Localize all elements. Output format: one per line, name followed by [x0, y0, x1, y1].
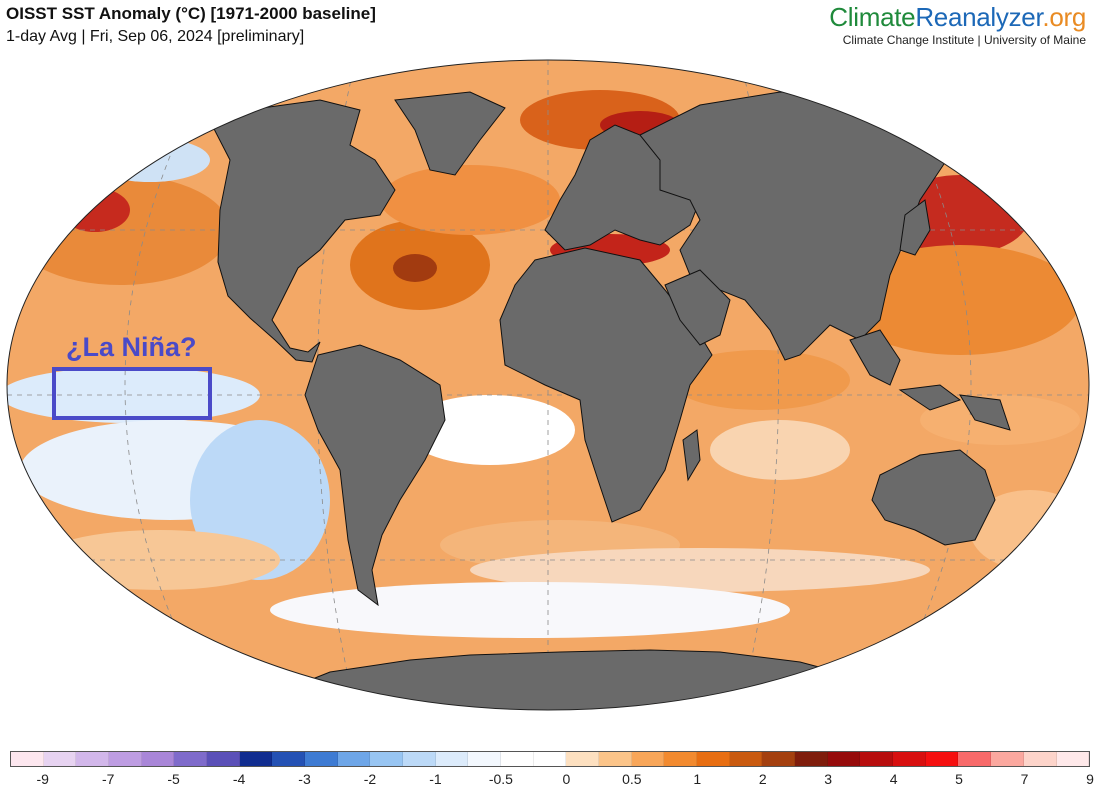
colorbar-tick-label: 1 — [693, 771, 702, 787]
arabian-peninsula — [664, 269, 731, 346]
colorbar-swatch — [76, 752, 110, 766]
map-outline — [6, 59, 1090, 711]
colorbar-swatch — [664, 752, 698, 766]
colorbar-swatch — [305, 752, 338, 766]
colorbar-swatch — [468, 752, 502, 766]
colorbar-tick-label: 4 — [889, 771, 898, 787]
patch-warm-n-atlantic-north — [380, 165, 560, 235]
colorbar-swatch — [174, 752, 208, 766]
colorbar-tick-label: 0.5 — [622, 771, 642, 787]
meridian-line — [905, 109, 972, 661]
colorbar-tick-label: -1 — [429, 771, 442, 787]
patch-neutral-southern-ocean — [270, 582, 790, 638]
colorbar-swatch — [925, 752, 959, 766]
colorbar-swatch — [1023, 752, 1057, 766]
patch-neutral-s-atlantic — [405, 395, 575, 465]
colorbar-tick-label: -7 — [101, 771, 115, 787]
colorbar-tick-label: 9 — [1086, 771, 1094, 787]
colorbar-swatch — [337, 752, 371, 766]
colorbar-swatch — [239, 752, 273, 766]
colorbar-swatch — [207, 752, 240, 766]
indochina-and-islands — [849, 329, 1011, 431]
colorbar-swatch — [43, 752, 77, 766]
colorbar-swatch — [403, 752, 436, 766]
colorbar-swatch — [860, 752, 894, 766]
colorbar-swatch — [533, 752, 567, 766]
colorbar-swatch — [11, 752, 44, 766]
colorbar-swatch — [697, 752, 730, 766]
colorbar-tick-label: -4 — [232, 771, 246, 787]
colorbar-tick-label: -5 — [167, 771, 180, 787]
la-nina-callout-label: ¿La Niña? — [66, 332, 197, 362]
patch-mild-southern-ocean — [470, 548, 930, 592]
colorbar-tick-label: -0.5 — [488, 771, 513, 787]
colorbar-tick-label: -9 — [36, 771, 49, 787]
colorbar-tick-label: -3 — [298, 771, 311, 787]
colorbar-swatch — [501, 752, 534, 766]
page-title: OISST SST Anomaly (°C) [1971-2000 baseli… — [6, 4, 376, 23]
brand-logo-part-reanalyzer: Reanalyzer — [915, 2, 1043, 32]
colorbar-swatch — [795, 752, 828, 766]
colorbar-ticks: -9 -7 -5 -4 -3 -2 -1 -0.5 0 0.5 1 2 3 4 5 7 9 — [10, 771, 1093, 791]
colorbar-swatch — [631, 752, 665, 766]
colorbar-tick-label: 2 — [758, 771, 767, 787]
colorbar-swatch — [370, 752, 404, 766]
patch-hot-n-atlantic — [393, 254, 437, 282]
colorbar-swatch — [762, 752, 796, 766]
patch-warm-indian — [670, 350, 850, 410]
colorbar-swatch — [566, 752, 600, 766]
la-nina-callout-box — [52, 367, 212, 420]
colorbar-swatch — [827, 752, 861, 766]
madagascar — [682, 429, 701, 482]
colorbar-swatch — [958, 752, 992, 766]
colorbar-tick-label: 7 — [1020, 771, 1029, 787]
colorbar-swatch — [991, 752, 1024, 766]
colorbar-swatch — [599, 752, 632, 766]
brand-logo[interactable]: ClimateReanalyzer.org — [829, 2, 1086, 33]
brand-tagline: Climate Change Institute | University of… — [842, 33, 1086, 47]
colorbar-swatch — [109, 752, 142, 766]
patch-cool-gulf-alaska — [90, 138, 210, 182]
patch-warm-w-pacific — [840, 245, 1080, 355]
greenland — [394, 91, 506, 176]
colorbar-tick-label: 3 — [824, 771, 833, 787]
africa — [499, 247, 713, 523]
south-america — [304, 344, 446, 607]
japan — [899, 199, 931, 256]
australia — [871, 449, 996, 546]
colorbar-swatch — [272, 752, 306, 766]
new-zealand — [1029, 544, 1046, 581]
patch-hot-ne-pacific — [60, 188, 130, 232]
colorbar-tick-label: 0 — [562, 771, 571, 787]
colorbar-swatch — [729, 752, 763, 766]
colorbar-legend — [10, 751, 1090, 767]
colorbar-swatch — [141, 752, 175, 766]
colorbar-tick-label: -2 — [363, 771, 377, 787]
page-subtitle: 1-day Avg | Fri, Sep 06, 2024 [prelimina… — [6, 28, 305, 45]
brand-logo-part-climate: Climate — [829, 2, 916, 32]
colorbar-tick-label: 5 — [955, 771, 963, 787]
meridian-line — [124, 109, 191, 661]
colorbar-swatch — [435, 752, 469, 766]
colorbar-swatch — [1056, 752, 1090, 766]
colorbar-swatch — [893, 752, 926, 766]
north-america — [211, 99, 396, 363]
brand-logo-part-org: .org — [1042, 2, 1086, 32]
patch-mild-s-indian — [710, 420, 850, 480]
